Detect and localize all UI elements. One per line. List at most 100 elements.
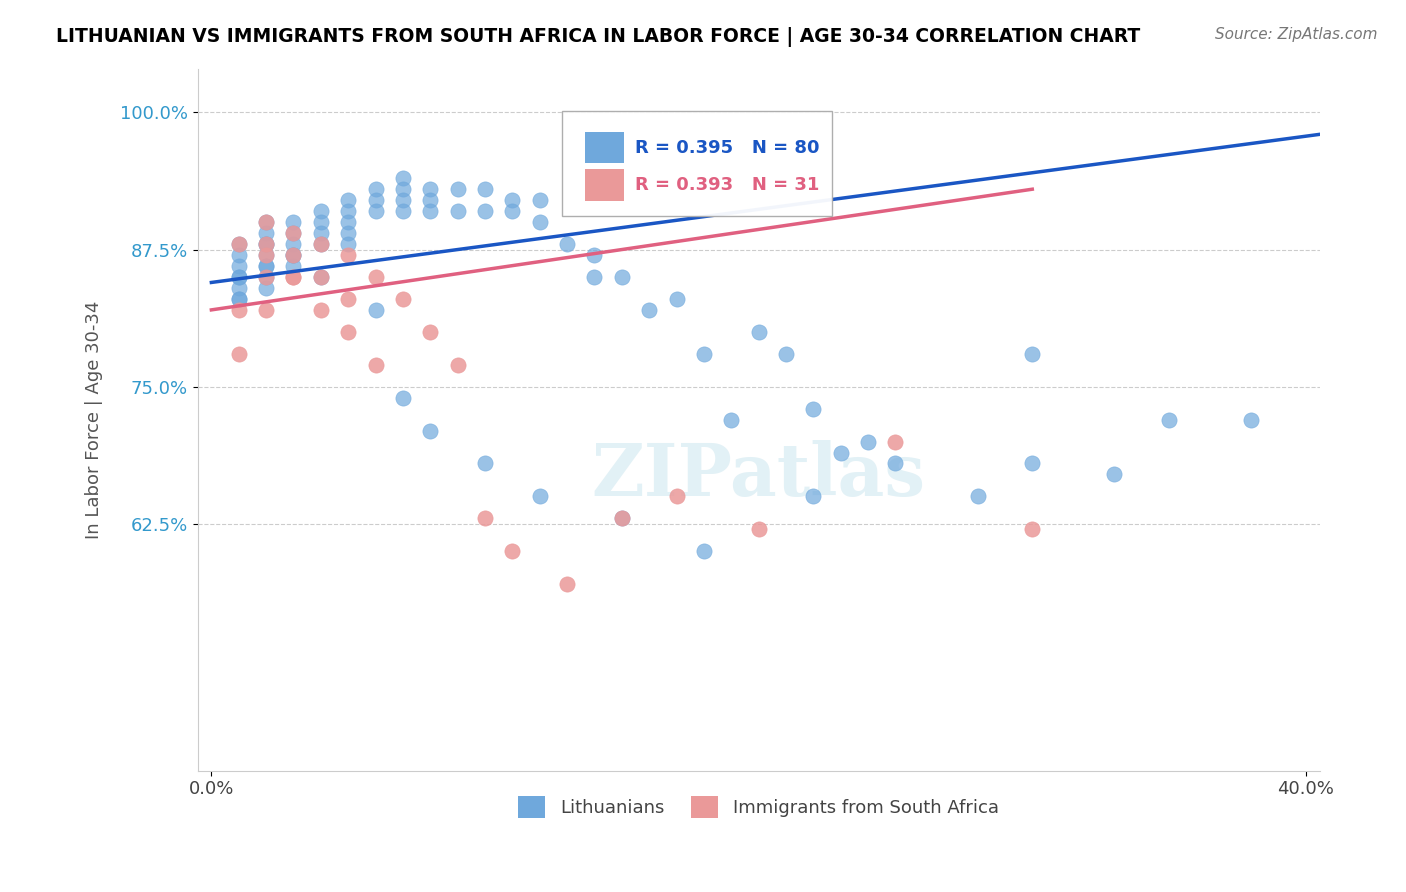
Point: [309, 215, 332, 229]
Point: [529, 193, 551, 207]
Point: [474, 182, 496, 196]
Point: [364, 302, 387, 317]
Point: [337, 325, 360, 339]
Point: [665, 292, 688, 306]
Point: [228, 237, 250, 252]
Point: [555, 237, 578, 252]
Text: LITHUANIAN VS IMMIGRANTS FROM SOUTH AFRICA IN LABOR FORCE | AGE 30-34 CORRELATIO: LITHUANIAN VS IMMIGRANTS FROM SOUTH AFRI…: [56, 27, 1140, 46]
Point: [555, 577, 578, 591]
Point: [803, 401, 825, 416]
Point: [309, 237, 332, 252]
Point: [254, 237, 277, 252]
Point: [364, 204, 387, 219]
Point: [775, 347, 797, 361]
Point: [446, 204, 468, 219]
Point: [337, 226, 360, 240]
Point: [364, 270, 387, 285]
Point: [583, 270, 606, 285]
Point: [419, 193, 441, 207]
Point: [309, 270, 332, 285]
Point: [610, 270, 633, 285]
Point: [1021, 347, 1043, 361]
Point: [309, 270, 332, 285]
Point: [1350, 105, 1372, 120]
Point: [228, 270, 250, 285]
Point: [392, 292, 415, 306]
Point: [337, 237, 360, 252]
Point: [474, 204, 496, 219]
Point: [283, 248, 305, 262]
Point: [283, 248, 305, 262]
Point: [254, 248, 277, 262]
Point: [501, 204, 523, 219]
Point: [610, 511, 633, 525]
Point: [1021, 522, 1043, 536]
Point: [254, 215, 277, 229]
Point: [337, 292, 360, 306]
Point: [446, 182, 468, 196]
Point: [748, 325, 770, 339]
Point: [392, 171, 415, 186]
Point: [228, 259, 250, 273]
Point: [364, 182, 387, 196]
Point: [392, 391, 415, 405]
Point: [254, 270, 277, 285]
Point: [283, 248, 305, 262]
Point: [364, 358, 387, 372]
Point: [228, 347, 250, 361]
Bar: [585, 169, 624, 201]
Point: [501, 544, 523, 558]
Point: [856, 434, 879, 449]
Point: [419, 424, 441, 438]
Point: [309, 302, 332, 317]
Point: [228, 302, 250, 317]
Point: [474, 457, 496, 471]
Point: [283, 215, 305, 229]
Point: [419, 204, 441, 219]
Point: [1104, 467, 1126, 482]
Point: [392, 193, 415, 207]
Text: Source: ZipAtlas.com: Source: ZipAtlas.com: [1215, 27, 1378, 42]
Point: [283, 270, 305, 285]
Point: [419, 325, 441, 339]
Point: [419, 182, 441, 196]
Point: [254, 270, 277, 285]
Point: [228, 270, 250, 285]
Point: [1021, 457, 1043, 471]
Point: [337, 204, 360, 219]
Point: [884, 457, 907, 471]
Point: [693, 347, 716, 361]
Point: [1159, 412, 1181, 426]
Point: [283, 259, 305, 273]
Point: [254, 226, 277, 240]
Point: [501, 193, 523, 207]
Point: [228, 237, 250, 252]
Y-axis label: In Labor Force | Age 30-34: In Labor Force | Age 30-34: [86, 301, 103, 539]
Point: [529, 490, 551, 504]
Point: [254, 302, 277, 317]
Point: [254, 215, 277, 229]
Point: [529, 215, 551, 229]
Point: [610, 511, 633, 525]
Point: [309, 204, 332, 219]
Point: [254, 237, 277, 252]
Point: [446, 358, 468, 372]
Point: [392, 182, 415, 196]
Point: [1240, 412, 1263, 426]
Point: [254, 259, 277, 273]
Point: [283, 237, 305, 252]
Point: [720, 412, 742, 426]
Text: ZIPatlas: ZIPatlas: [592, 441, 925, 511]
Point: [283, 226, 305, 240]
Point: [392, 204, 415, 219]
Point: [638, 302, 661, 317]
Point: [228, 281, 250, 295]
Point: [254, 259, 277, 273]
Point: [337, 248, 360, 262]
Text: R = 0.395   N = 80: R = 0.395 N = 80: [636, 139, 820, 157]
Point: [337, 193, 360, 207]
Point: [474, 511, 496, 525]
FancyBboxPatch shape: [562, 111, 831, 216]
Bar: [585, 132, 624, 163]
Legend: Lithuanians, Immigrants from South Africa: Lithuanians, Immigrants from South Afric…: [512, 789, 1007, 825]
